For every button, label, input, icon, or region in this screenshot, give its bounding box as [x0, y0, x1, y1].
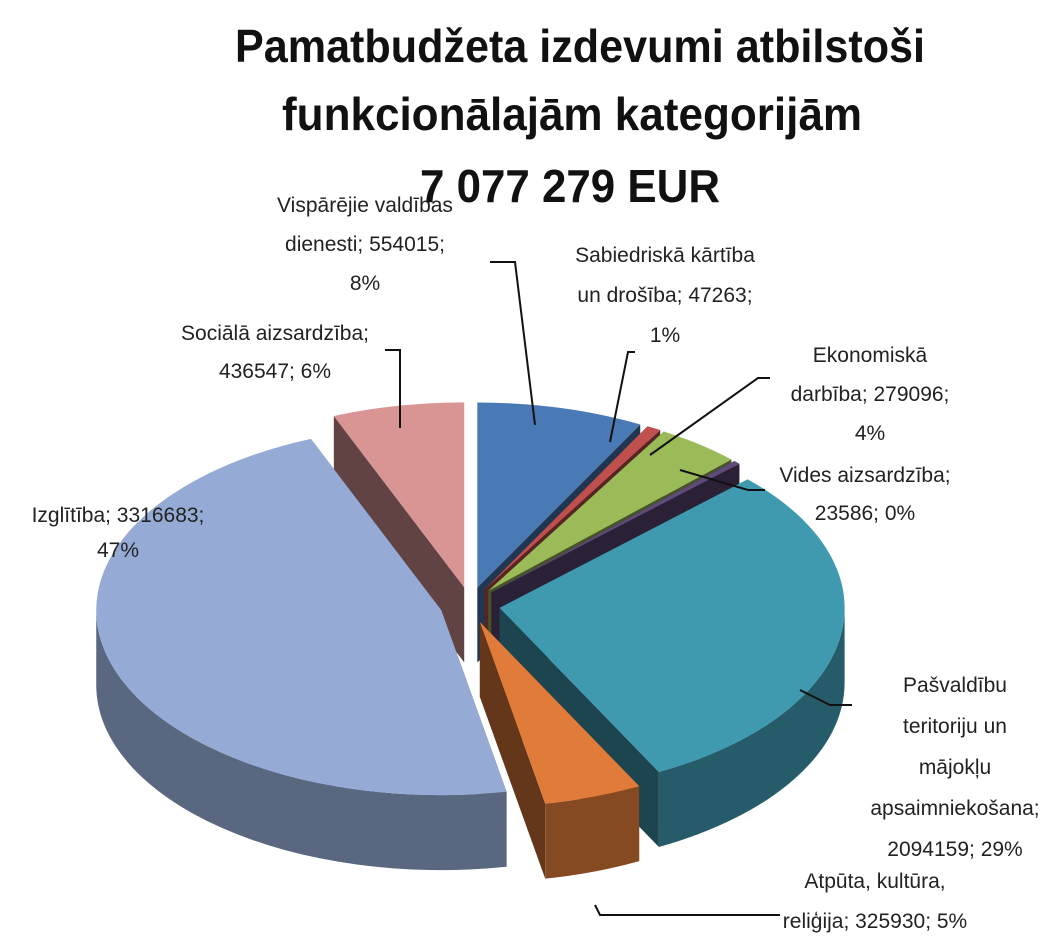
pie [96, 402, 845, 879]
data-label: reliģija; 325930; 5% [783, 910, 967, 933]
leader-line [594, 904, 780, 916]
data-label: mājokļu [919, 756, 991, 779]
data-label: teritoriju un [903, 715, 1007, 738]
chart-title: Pamatbudžeta izdevumi atbilstoši [235, 20, 925, 72]
slice-wall [479, 621, 546, 879]
data-label: Ekonomiskā [813, 344, 928, 367]
data-label: apsaimniekošana; [870, 797, 1039, 820]
slice [477, 402, 641, 588]
chart-subtitle: 7 077 279 EUR [420, 160, 720, 212]
data-label: Sabiedriskā kārtība [575, 244, 755, 267]
data-label: 47% [97, 539, 139, 562]
chart-title: funkcionālajām kategorijām [282, 88, 862, 140]
data-label: Atpūta, kultūra, [804, 870, 945, 893]
data-label: 8% [350, 272, 380, 295]
data-label: Vispārējie valdības [277, 194, 453, 217]
leader-line [609, 351, 635, 443]
data-label: 1% [650, 324, 680, 347]
data-label: Izglītība; 3316683; [32, 504, 205, 527]
leader-line [385, 349, 401, 428]
data-label: Vides aizsardzība; [779, 464, 950, 487]
slice [499, 479, 845, 772]
data-label: Pašvaldību [903, 674, 1007, 697]
data-label: 4% [855, 422, 885, 445]
slice-side [545, 786, 640, 879]
slice [484, 426, 661, 590]
slice [479, 621, 640, 804]
slice-side [96, 610, 507, 871]
data-labels: Vispārējie valdības dienesti; 554015; 8% Sa… [32, 194, 1040, 933]
data-label: 23586; 0% [815, 502, 915, 525]
slice [488, 431, 732, 591]
data-label: Sociālā aizsardzība; [181, 322, 369, 345]
leader-lines [385, 261, 852, 916]
slice [333, 402, 465, 588]
leader-line [649, 377, 770, 456]
data-label: 2094159; 29% [887, 838, 1022, 861]
slice [96, 438, 507, 796]
data-label: 436547; 6% [219, 360, 331, 383]
data-label: dienesti; 554015; [285, 233, 445, 256]
leader-line [679, 469, 765, 491]
leader-line [799, 689, 852, 706]
slice-side [658, 607, 845, 847]
data-label: un drošība; 47263; [577, 284, 752, 307]
data-label: darbība; 279096; [791, 383, 950, 406]
slice [491, 461, 740, 593]
leader-line [490, 261, 536, 426]
